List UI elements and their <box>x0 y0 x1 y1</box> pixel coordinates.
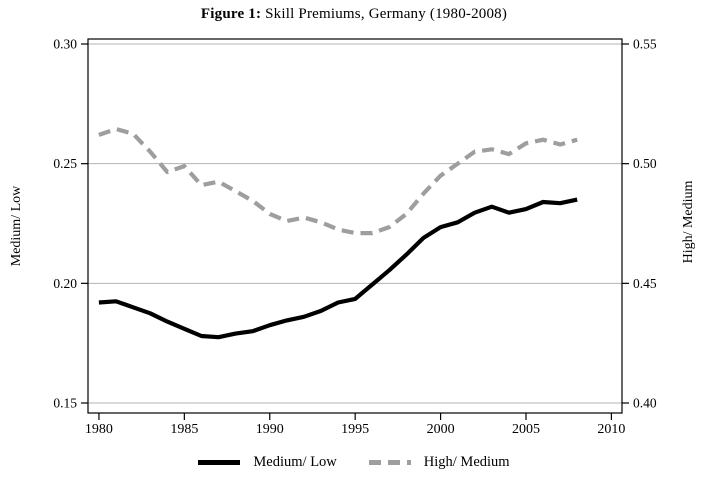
medium-low-line-swatch <box>198 460 241 465</box>
x-tick-label: 2005 <box>512 422 540 437</box>
x-tick-label: 1980 <box>85 422 113 437</box>
left-axis-ticks: 0.30 0.25 0.20 0.15 <box>53 37 88 411</box>
right-tick-label: 0.40 <box>633 396 657 411</box>
legend-label-high-medium: High/ Medium <box>423 454 510 470</box>
right-tick-label: 0.45 <box>633 276 657 291</box>
legend-label-medium-low: Medium/ Low <box>253 454 337 470</box>
x-tick-label: 1985 <box>170 422 198 437</box>
left-tick-label: 0.25 <box>53 156 77 171</box>
chart-title-prefix: Figure 1: <box>200 6 262 22</box>
right-axis-ticks: 0.55 0.50 0.45 0.40 <box>622 37 657 411</box>
x-axis-ticks: 1980 1985 1990 1995 2000 2005 2010 <box>85 413 625 437</box>
series-line-high-medium <box>98 126 578 236</box>
right-axis-title: High/ Medium <box>681 180 696 264</box>
chart-title-text: Skill Premiums, Germany (1980-2008) <box>261 6 508 22</box>
chart-title: Figure 1: Skill Premiums, Germany (1980-… <box>0 6 708 23</box>
legend-item-high-medium: High/ Medium <box>368 454 510 471</box>
legend: Medium/ Low High/ Medium <box>0 454 708 471</box>
x-tick-label: 2000 <box>427 422 455 437</box>
left-axis-title: Medium/ Low <box>9 185 24 267</box>
y-gridlines <box>88 43 622 404</box>
high-medium-line-swatch <box>368 460 411 465</box>
right-tick-label: 0.50 <box>633 156 657 171</box>
right-tick-label: 0.55 <box>633 37 657 52</box>
left-tick-label: 0.30 <box>53 37 77 52</box>
x-tick-label: 1995 <box>341 422 369 437</box>
chart-plot-area: 0.30 0.25 0.20 0.15 0.55 0.50 0.45 0.40 1980 1985… <box>53 37 657 438</box>
series-line-medium-low <box>98 197 578 340</box>
legend-item-medium-low: Medium/ Low <box>198 454 337 471</box>
left-tick-label: 0.20 <box>53 276 77 291</box>
x-tick-label: 1990 <box>256 422 284 437</box>
left-tick-label: 0.15 <box>53 396 77 411</box>
plot-frame <box>87 38 623 414</box>
x-tick-label: 2010 <box>597 422 625 437</box>
